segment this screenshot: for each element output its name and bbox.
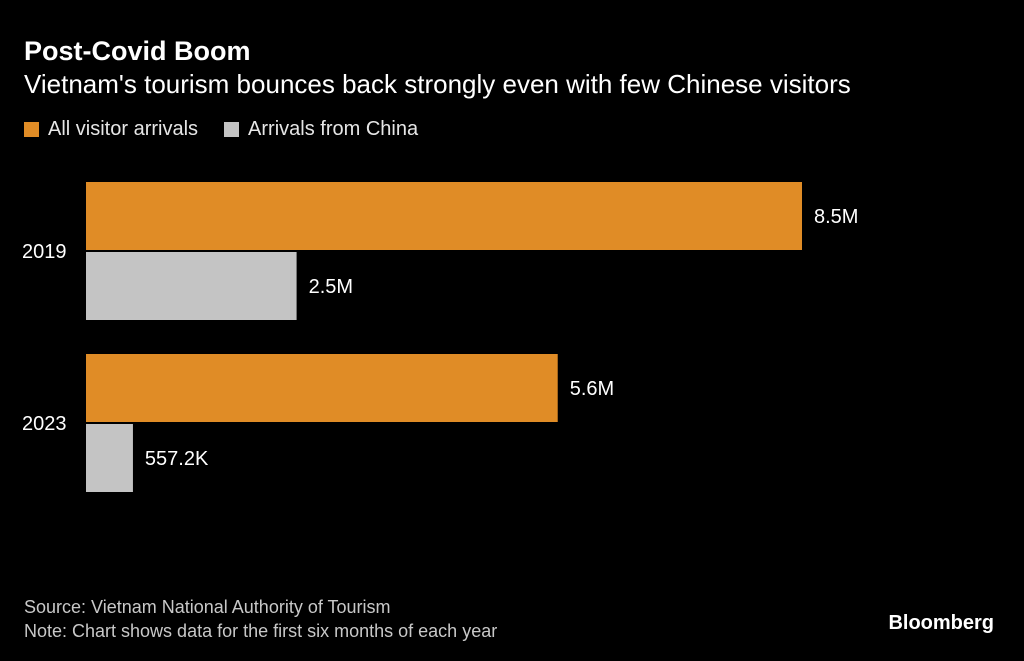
legend-label-all-visitors: All visitor arrivals xyxy=(48,118,199,140)
chart-footer: Source: Vietnam National Authority of To… xyxy=(24,595,497,643)
bar-2023-china xyxy=(86,424,133,492)
bloomberg-logo: Bloomberg xyxy=(888,612,994,634)
category-label-2019: 2019 xyxy=(22,241,67,263)
source-note: Source: Vietnam National Authority of To… xyxy=(24,597,391,617)
legend-label-china: Arrivals from China xyxy=(248,118,419,140)
legend-item-china: Arrivals from China xyxy=(224,118,418,141)
category-label-2023: 2023 xyxy=(22,413,67,435)
chart-title: Post-Covid Boom xyxy=(24,36,251,66)
data-note: Note: Chart shows data for the first six… xyxy=(24,621,498,641)
data-label-2023-china: 557.2K xyxy=(145,448,209,470)
legend: All visitor arrivals Arrivals from China xyxy=(24,118,444,141)
bar-chart: 8.5M 2.5M 2019 5.6M 557.2K 2023 xyxy=(22,182,858,492)
data-label-2019-all-visitors: 8.5M xyxy=(814,206,858,228)
data-label-2023-all-visitors: 5.6M xyxy=(570,378,614,400)
bar-2019-all-visitors xyxy=(86,182,802,250)
data-label-2019-china: 2.5M xyxy=(309,276,353,298)
legend-swatch-all-visitors xyxy=(24,122,39,137)
legend-item-all-visitors: All visitor arrivals xyxy=(24,118,198,141)
bar-2023-all-visitors xyxy=(86,354,558,422)
chart-subtitle: Vietnam's tourism bounces back strongly … xyxy=(24,69,851,99)
legend-swatch-china xyxy=(224,122,240,137)
bar-2019-china xyxy=(86,252,297,320)
